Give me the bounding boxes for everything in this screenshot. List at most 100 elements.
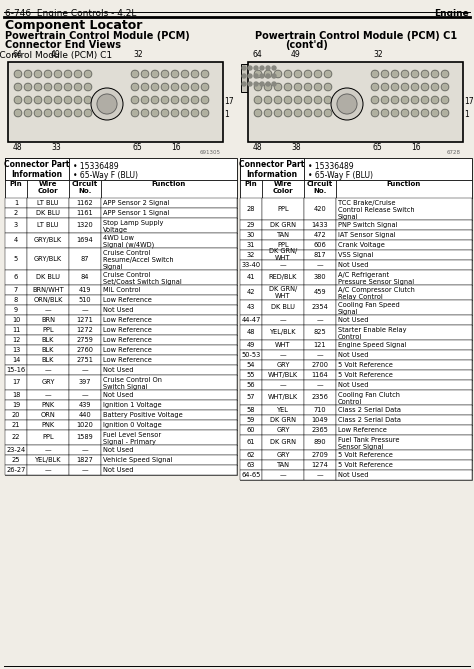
Text: —: — bbox=[82, 392, 88, 398]
Circle shape bbox=[391, 109, 399, 117]
Bar bbox=[240, 460, 262, 470]
Text: Cruise Control On
Switch Signal: Cruise Control On Switch Signal bbox=[103, 377, 162, 390]
Circle shape bbox=[272, 74, 276, 78]
Text: —: — bbox=[317, 262, 323, 268]
Text: 5 Volt Reference: 5 Volt Reference bbox=[338, 452, 393, 458]
Circle shape bbox=[201, 70, 209, 78]
Circle shape bbox=[264, 70, 272, 78]
Text: 32: 32 bbox=[373, 50, 383, 59]
Circle shape bbox=[371, 83, 379, 91]
Bar bbox=[101, 400, 237, 410]
Bar bbox=[101, 270, 237, 285]
Text: 6: 6 bbox=[14, 274, 18, 280]
Bar bbox=[262, 180, 304, 198]
Circle shape bbox=[34, 109, 42, 117]
Text: —: — bbox=[82, 447, 88, 453]
Bar bbox=[69, 270, 101, 285]
Bar bbox=[262, 360, 304, 370]
Bar bbox=[262, 405, 304, 415]
Circle shape bbox=[314, 83, 322, 91]
Bar bbox=[27, 233, 69, 248]
Bar bbox=[69, 315, 101, 325]
Circle shape bbox=[141, 109, 149, 117]
Bar bbox=[240, 180, 472, 198]
Text: —: — bbox=[317, 472, 323, 478]
Circle shape bbox=[411, 109, 419, 117]
Text: 5 Volt Reference: 5 Volt Reference bbox=[338, 362, 393, 368]
Text: DK GRN: DK GRN bbox=[270, 222, 296, 228]
Text: 1161: 1161 bbox=[77, 210, 93, 216]
Bar bbox=[101, 295, 237, 305]
Text: 510: 510 bbox=[79, 297, 91, 303]
Text: BLK: BLK bbox=[42, 357, 54, 363]
Text: PPL: PPL bbox=[277, 242, 289, 248]
Bar bbox=[5, 455, 27, 465]
Text: DK GRN/
WHT: DK GRN/ WHT bbox=[269, 286, 297, 298]
Text: A/C Refrigerant
Pressure Sensor Signal: A/C Refrigerant Pressure Sensor Signal bbox=[338, 272, 414, 285]
Bar bbox=[27, 335, 69, 345]
Text: 2365: 2365 bbox=[311, 427, 328, 433]
Bar bbox=[336, 380, 472, 390]
Circle shape bbox=[254, 109, 262, 117]
Bar bbox=[5, 410, 237, 420]
Circle shape bbox=[284, 109, 292, 117]
Text: 420: 420 bbox=[314, 206, 327, 212]
Text: Powertrain Control Module (PCM): Powertrain Control Module (PCM) bbox=[5, 31, 190, 41]
Circle shape bbox=[274, 83, 282, 91]
Text: YEL/BLK: YEL/BLK bbox=[270, 329, 296, 335]
Text: 23-24: 23-24 bbox=[6, 447, 26, 453]
Bar bbox=[240, 240, 472, 250]
Circle shape bbox=[34, 70, 42, 78]
Text: 419: 419 bbox=[79, 287, 91, 293]
Text: Low Reference: Low Reference bbox=[338, 427, 387, 433]
Circle shape bbox=[54, 109, 62, 117]
Text: Low Reference: Low Reference bbox=[103, 357, 152, 363]
Text: BLK: BLK bbox=[42, 337, 54, 343]
Circle shape bbox=[161, 109, 169, 117]
Bar bbox=[69, 325, 101, 335]
Text: LT BLU: LT BLU bbox=[37, 200, 59, 206]
Circle shape bbox=[74, 83, 82, 91]
Circle shape bbox=[324, 109, 332, 117]
Circle shape bbox=[266, 74, 270, 78]
Bar bbox=[27, 465, 69, 475]
Bar bbox=[5, 315, 237, 325]
Bar bbox=[336, 340, 472, 350]
Bar bbox=[69, 430, 101, 445]
Bar bbox=[304, 425, 336, 435]
Bar bbox=[101, 365, 237, 375]
Bar bbox=[240, 270, 262, 285]
Text: 380: 380 bbox=[314, 274, 326, 280]
Bar bbox=[240, 450, 262, 460]
Bar bbox=[101, 345, 237, 355]
Text: Fuel Level Sensor
Signal - Primary: Fuel Level Sensor Signal - Primary bbox=[103, 432, 161, 445]
Circle shape bbox=[266, 82, 270, 86]
Text: Ignition 1 Voltage: Ignition 1 Voltage bbox=[103, 402, 162, 408]
Text: 57: 57 bbox=[247, 394, 255, 400]
Circle shape bbox=[411, 96, 419, 104]
Bar bbox=[240, 350, 262, 360]
Bar bbox=[336, 470, 472, 480]
Circle shape bbox=[141, 83, 149, 91]
Circle shape bbox=[171, 96, 179, 104]
Text: TAN: TAN bbox=[276, 232, 290, 238]
Circle shape bbox=[441, 96, 449, 104]
Bar bbox=[69, 465, 101, 475]
Circle shape bbox=[304, 109, 312, 117]
Text: 17: 17 bbox=[224, 97, 234, 106]
Circle shape bbox=[14, 83, 22, 91]
Text: 54: 54 bbox=[247, 362, 255, 368]
Bar bbox=[304, 250, 336, 260]
Bar bbox=[240, 198, 472, 220]
Text: 1589: 1589 bbox=[77, 434, 93, 440]
Bar bbox=[101, 375, 237, 390]
Text: 890: 890 bbox=[314, 439, 326, 445]
Text: 33: 33 bbox=[51, 143, 61, 152]
Circle shape bbox=[401, 83, 409, 91]
Text: 49: 49 bbox=[291, 50, 301, 59]
Text: 6728: 6728 bbox=[447, 150, 461, 155]
Circle shape bbox=[242, 66, 246, 70]
Circle shape bbox=[44, 109, 52, 117]
Bar bbox=[69, 335, 101, 345]
Text: 1: 1 bbox=[14, 200, 18, 206]
